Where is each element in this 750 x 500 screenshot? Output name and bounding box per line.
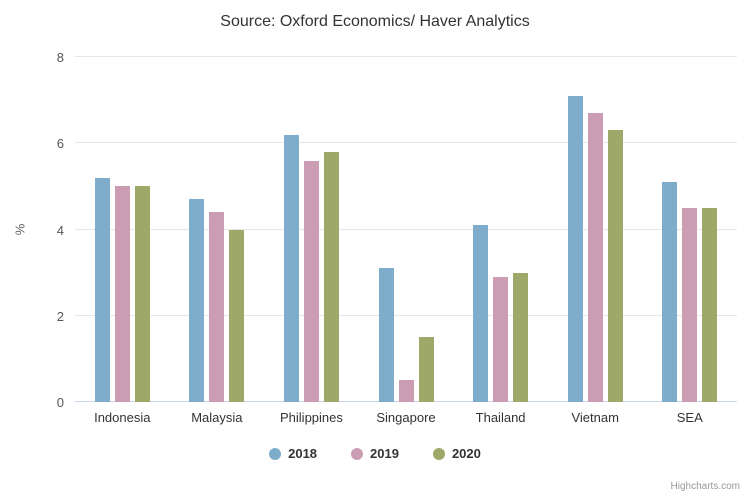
bar-singapore-2020[interactable] (418, 337, 434, 402)
bar-philippines-2019[interactable] (303, 160, 319, 402)
bar-philippines-2020[interactable] (323, 151, 339, 402)
xlabel-thailand: Thailand (475, 410, 526, 425)
bar-malaysia-2018[interactable] (189, 199, 205, 402)
legend-label: 2018 (288, 446, 318, 461)
legend-marker-icon (351, 447, 364, 460)
bar-thailand-2020[interactable] (513, 272, 529, 402)
legend-item-2018[interactable]: 2018 (269, 446, 317, 461)
bar-group-malaysia (170, 57, 265, 402)
ytick-label-6: 6 (56, 136, 64, 152)
bar-group-singapore (359, 57, 454, 402)
bar-indonesia-2020[interactable] (134, 186, 150, 402)
gridline-4 (75, 228, 737, 230)
legend: 2018 2019 2020 (0, 446, 750, 461)
gridline-6 (75, 142, 737, 144)
ytick-label-2: 2 (56, 308, 64, 324)
xlabel-philippines: Philippines (280, 410, 343, 425)
bar-indonesia-2019[interactable] (114, 186, 130, 402)
legend-marker-icon (269, 447, 282, 460)
xlabel-malaysia: Malaysia (191, 410, 243, 425)
bar-malaysia-2020[interactable] (229, 229, 245, 402)
bar-groups (75, 57, 737, 402)
legend-item-2020[interactable]: 2020 (432, 446, 481, 461)
highcharts-credits-link[interactable]: Highcharts.com (670, 481, 740, 492)
bar-indonesia-2018[interactable] (94, 177, 110, 402)
bar-vietnam-2019[interactable] (587, 113, 603, 402)
legend-label: 2019 (370, 446, 399, 461)
bar-singapore-2019[interactable] (398, 380, 414, 402)
legend-marker-icon (432, 447, 445, 460)
ytick-label-0: 0 (56, 395, 64, 410)
gridline-2 (75, 314, 737, 316)
bar-vietnam-2018[interactable] (567, 95, 583, 402)
legend-item-2019[interactable]: 2019 (351, 446, 399, 461)
gridline-8 (75, 56, 737, 57)
xlabel-indonesia: Indonesia (94, 410, 151, 425)
bar-sea-2019[interactable] (682, 207, 698, 402)
bar-thailand-2018[interactable] (473, 225, 489, 402)
plot-area (75, 56, 737, 402)
bar-philippines-2018[interactable] (283, 134, 299, 402)
bar-vietnam-2020[interactable] (607, 130, 623, 402)
xlabel-sea: SEA (676, 410, 703, 425)
ytick-label-4: 4 (56, 222, 64, 238)
ytick-label-8: 8 (56, 50, 64, 65)
x-axis-labels: Indonesia Malaysia Philippines Singapore Tha… (75, 410, 737, 425)
bar-group-sea (642, 57, 737, 402)
xlabel-singapore: Singapore (376, 410, 436, 425)
legend-label: 2020 (451, 446, 481, 461)
y-axis-title: % (12, 223, 28, 236)
bar-malaysia-2019[interactable] (209, 212, 225, 402)
bar-sea-2018[interactable] (662, 182, 678, 402)
xlabel-vietnam: Vietnam (571, 410, 619, 425)
bar-group-indonesia (75, 57, 170, 402)
bar-group-philippines (264, 57, 359, 402)
bar-singapore-2018[interactable] (378, 268, 394, 402)
bar-group-vietnam (548, 57, 643, 402)
bar-sea-2020[interactable] (702, 207, 718, 402)
bar-thailand-2019[interactable] (493, 276, 509, 402)
bar-group-thailand (453, 57, 548, 402)
chart-title: Source: Oxford Economics/ Haver Analytic… (220, 13, 530, 30)
